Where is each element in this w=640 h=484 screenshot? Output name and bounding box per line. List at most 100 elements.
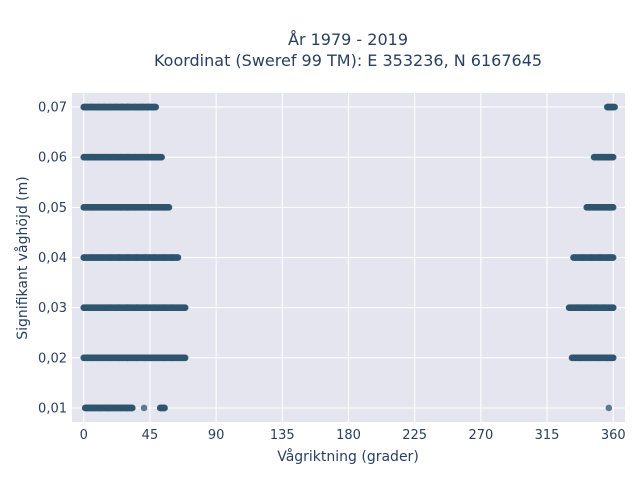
data-point <box>133 354 141 362</box>
data-point <box>98 254 105 261</box>
data-point <box>112 103 120 111</box>
data-point <box>598 153 605 161</box>
data-point <box>579 254 586 261</box>
data-point <box>168 354 176 362</box>
data-point <box>109 204 117 211</box>
data-point <box>609 204 617 211</box>
data-point <box>609 304 617 311</box>
data-point <box>161 404 168 412</box>
data-point <box>159 304 167 311</box>
data-point <box>106 304 114 311</box>
y-tick-label: 0,02 <box>38 351 67 366</box>
y-tick-label: 0,05 <box>38 201 67 216</box>
data-point <box>590 204 598 211</box>
data-point <box>133 254 141 261</box>
data-point <box>95 103 102 111</box>
y-tick-label: 0,03 <box>38 301 67 316</box>
data-point <box>89 354 96 362</box>
data-point <box>131 103 139 111</box>
data-point <box>80 103 88 111</box>
data-point <box>146 204 154 211</box>
data-point <box>80 304 88 311</box>
data-point <box>102 204 110 211</box>
x-tick-labels: 0 45 90 135 180 225 270 315 360 <box>80 428 626 443</box>
x-tick-label: 135 <box>270 428 295 443</box>
data-point <box>592 304 599 311</box>
data-point <box>142 254 149 261</box>
data-point <box>609 354 617 362</box>
data-point <box>605 404 613 412</box>
data-point <box>146 153 154 161</box>
data-point <box>159 354 167 362</box>
data-point <box>117 404 124 412</box>
data-point <box>577 354 585 362</box>
data-point <box>124 153 132 161</box>
data-point <box>139 103 146 111</box>
data-point <box>117 153 124 161</box>
x-tick-label: 0 <box>80 428 88 443</box>
data-point <box>151 354 158 362</box>
data-point <box>115 304 123 311</box>
data-point <box>568 354 576 362</box>
x-tick-label: 180 <box>336 428 361 443</box>
data-point <box>118 103 126 111</box>
data-point <box>80 254 88 261</box>
data-point <box>159 254 167 261</box>
x-tick-label: 45 <box>142 428 159 443</box>
data-point <box>102 153 110 161</box>
data-point <box>109 153 117 161</box>
data-point <box>106 254 114 261</box>
data-point <box>124 204 132 211</box>
x-tick-label: 270 <box>468 428 493 443</box>
data-markers <box>80 103 619 412</box>
x-tick-label: 360 <box>601 428 626 443</box>
data-point <box>590 153 598 161</box>
data-point <box>89 304 96 311</box>
data-point <box>142 304 149 311</box>
data-point <box>123 404 130 412</box>
data-point <box>611 103 619 111</box>
data-point <box>168 304 176 311</box>
data-point <box>80 153 88 161</box>
data-point <box>570 254 577 261</box>
x-axis-title: Vågriktning (grader) <box>277 448 419 465</box>
data-point <box>595 354 602 362</box>
y-tick-label: 0,04 <box>38 251 67 266</box>
chart-title: År 1979 - 2019 <box>288 30 408 49</box>
data-point <box>145 103 152 111</box>
data-point <box>131 153 139 161</box>
data-point <box>158 153 166 161</box>
data-point <box>131 204 139 211</box>
data-point <box>587 254 595 261</box>
data-point <box>106 404 114 412</box>
chart-subtitle: Koordinat (Sweref 99 TM): E 353236, N 61… <box>154 51 542 70</box>
data-point <box>601 304 608 311</box>
data-point <box>583 304 591 311</box>
data-point <box>142 354 149 362</box>
data-point <box>174 254 182 261</box>
data-point <box>115 254 123 261</box>
data-point <box>181 304 189 311</box>
data-point <box>583 204 591 211</box>
y-tick-label: 0,07 <box>38 101 67 116</box>
data-point <box>151 304 158 311</box>
data-point <box>598 204 605 211</box>
data-point <box>129 404 136 412</box>
x-tick-label: 315 <box>535 428 560 443</box>
y-tick-labels: 0,01 0,02 0,03 0,04 0,05 0,06 0,07 <box>38 101 67 417</box>
data-point <box>565 304 573 311</box>
data-point <box>596 254 604 261</box>
data-point <box>115 354 123 362</box>
data-point <box>609 254 617 261</box>
data-point <box>124 103 132 111</box>
data-point <box>604 354 611 362</box>
data-point <box>140 404 148 412</box>
y-axis-title: Signifikant våghöjd (m) <box>14 176 31 339</box>
data-point <box>165 204 173 211</box>
data-point <box>87 204 95 211</box>
data-point <box>106 103 114 111</box>
data-point <box>80 354 88 362</box>
data-point <box>106 354 114 362</box>
